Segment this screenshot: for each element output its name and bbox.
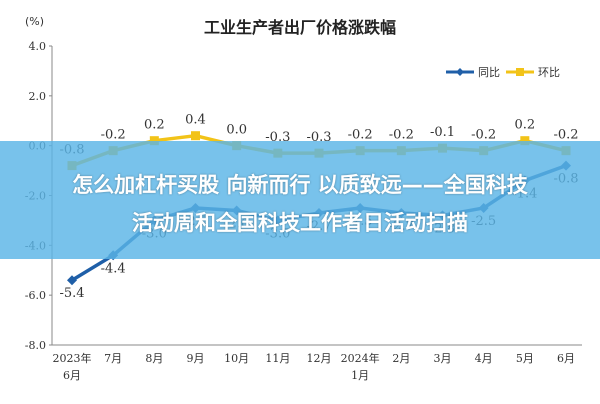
data-label: -5.4	[59, 286, 84, 301]
legend-label: 同比	[478, 66, 500, 79]
x-tick-label-line: 4月	[475, 352, 493, 365]
x-tick-label: 2024年 1月	[341, 351, 380, 382]
y-tick-label: 4.0	[29, 40, 47, 53]
x-tick-label: 2月	[392, 352, 410, 365]
data-label: -0.2	[553, 128, 578, 143]
overlay-banner[interactable]: 怎么加杠杆买股 向新而行 以质致远——全国科技 活动周和全国科技工作者日活动扫描	[0, 141, 600, 259]
x-tick-label: 11月	[265, 352, 290, 365]
data-point	[67, 275, 77, 286]
x-tick-label-line: 5月	[516, 352, 534, 365]
legend-label: 环比	[538, 66, 560, 79]
y-tick-label: -8.0	[25, 339, 46, 352]
x-tick-label-line: 7月	[104, 352, 122, 365]
y-tick-label: 2.0	[29, 90, 47, 103]
banner-text-line-1[interactable]: 怎么加杠杆买股 向新而行 以质致远——全国科技	[72, 173, 528, 197]
data-label: -0.2	[471, 128, 496, 143]
data-label: -4.4	[101, 261, 126, 276]
x-tick-label: 6月	[557, 352, 575, 365]
x-tick-label-line: 8月	[145, 352, 163, 365]
data-label: 0.2	[144, 118, 165, 133]
legend-swatch-marker	[456, 68, 464, 76]
y-tick-label: -6.0	[25, 289, 46, 302]
x-tick-label: 12月	[307, 352, 332, 365]
x-tick-label-line: 6月	[63, 369, 81, 382]
x-tick-label-line: 1月	[351, 369, 369, 382]
chart-title: 工业生产者出厂价格涨跌幅	[204, 18, 396, 37]
x-tick-label-line: 2023年	[53, 351, 92, 365]
data-label: -0.2	[348, 128, 373, 143]
data-label: -0.2	[101, 128, 126, 143]
x-tick-label-line: 6月	[557, 352, 575, 365]
data-point	[149, 136, 159, 146]
data-point	[191, 131, 200, 141]
x-tick-label: 3月	[434, 352, 452, 365]
x-tick-label: 7月	[104, 352, 122, 365]
data-label: 0.2	[514, 118, 535, 133]
x-tick-label: 5月	[516, 352, 534, 365]
data-label: -0.1	[430, 125, 455, 140]
data-label: -0.2	[389, 128, 414, 143]
x-tick-label-line: 2月	[392, 352, 410, 365]
legend-swatch-marker	[516, 68, 524, 76]
x-tick-label: 4月	[475, 352, 493, 365]
x-tick-label: 10月	[224, 352, 249, 365]
banner-text-line-2[interactable]: 活动周和全国科技工作者日活动扫描	[132, 211, 468, 235]
x-tick-label-line: 10月	[224, 352, 249, 365]
x-tick-label-line: 9月	[187, 352, 205, 365]
x-tick-label-line: 11月	[265, 352, 290, 365]
x-tick-label: 2023年 6月	[53, 351, 92, 382]
legend: 同比 环比	[446, 66, 560, 79]
x-tick-label: 8月	[145, 352, 163, 365]
y-unit-label: (%)	[25, 15, 44, 28]
x-tick-label: 9月	[187, 352, 205, 365]
data-label: 0.4	[185, 113, 206, 128]
x-tick-label-line: 2024年	[341, 351, 380, 365]
x-tick-label-line: 12月	[307, 352, 332, 365]
data-label: 0.0	[226, 123, 247, 138]
data-point	[520, 136, 530, 146]
x-tick-label-line: 3月	[434, 352, 452, 365]
